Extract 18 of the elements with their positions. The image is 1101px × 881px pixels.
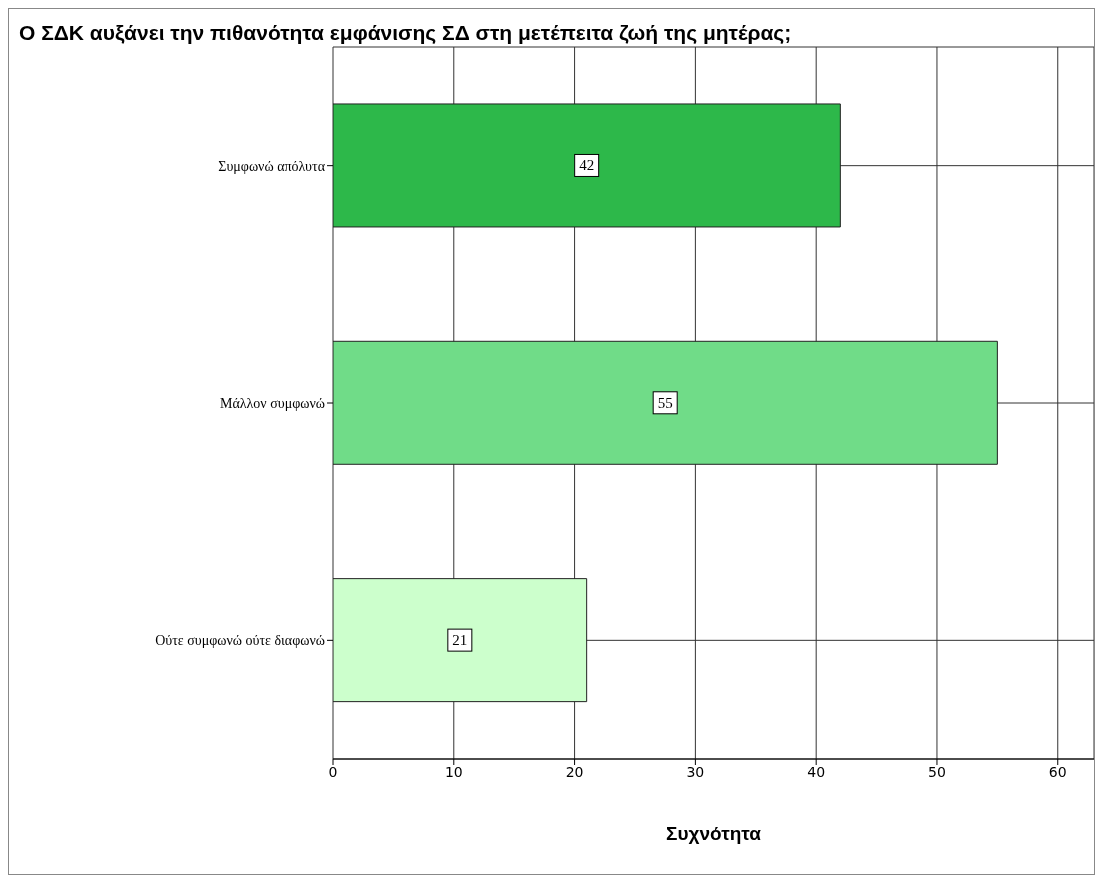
x-axis-title: Συχνότητα [665,823,762,845]
x-tick-label: 60 [1048,763,1067,780]
y-tick-label: Μάλλον συμφωνώ [219,395,325,411]
bar [333,578,588,703]
y-tick-label: Ούτε συμφωνώ ούτε διαφωνώ [155,633,325,649]
bar [333,103,841,228]
x-tick-label: 30 [686,763,705,780]
chart-title: Ο ΣΔΚ αυξάνει την πιθανότητα εμφάνισης ΣΔ στη μετέπειτα ζωή της μητέρας; [19,21,792,45]
y-tick-label: Συμφωνώ απόλυτα [218,158,326,174]
x-tick-label: 50 [928,763,946,780]
x-tick-label: 20 [565,763,584,780]
x-tick-label: 40 [807,763,826,780]
x-tick-label: 10 [444,763,463,780]
bar [333,340,998,465]
data-label: 21 [452,632,468,649]
x-tick-label: 0 [328,763,338,780]
data-label: 42 [579,157,595,174]
data-label: 55 [657,394,673,411]
